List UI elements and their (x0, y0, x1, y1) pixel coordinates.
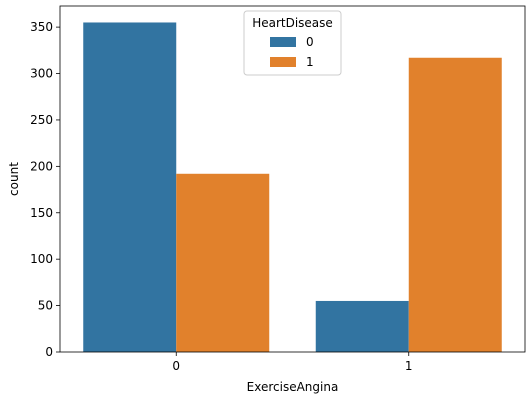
legend-title: HeartDisease (252, 16, 333, 30)
x-axis-label: ExerciseAngina (247, 380, 339, 394)
y-tick-label: 0 (45, 345, 53, 359)
plot-frame (59, 5, 526, 353)
y-tick-label: 350 (30, 20, 53, 34)
y-tick-label: 200 (30, 159, 53, 173)
legend-label-1: 1 (306, 55, 314, 69)
y-axis: 0 50 100 150 200 250 300 350 (30, 20, 60, 359)
bar-0-series-0 (83, 22, 177, 352)
y-tick-label: 250 (30, 113, 53, 127)
y-tick-label: 50 (38, 299, 53, 313)
legend-swatch-1 (270, 57, 296, 67)
y-tick-label: 300 (30, 67, 53, 81)
x-tick-label: 1 (405, 359, 413, 373)
x-tick-label: 0 (172, 359, 180, 373)
y-axis-label: count (7, 162, 21, 196)
bars-group (83, 22, 502, 353)
legend: HeartDisease 0 1 (243, 10, 342, 76)
legend-label-0: 0 (306, 35, 314, 49)
bar-0-series-1 (176, 173, 270, 352)
y-tick-label: 150 (30, 206, 53, 220)
legend-swatch-0 (270, 37, 296, 47)
y-tick-label: 100 (30, 252, 53, 266)
bar-1-series-1 (408, 57, 502, 353)
bar-1-series-0 (315, 300, 409, 352)
